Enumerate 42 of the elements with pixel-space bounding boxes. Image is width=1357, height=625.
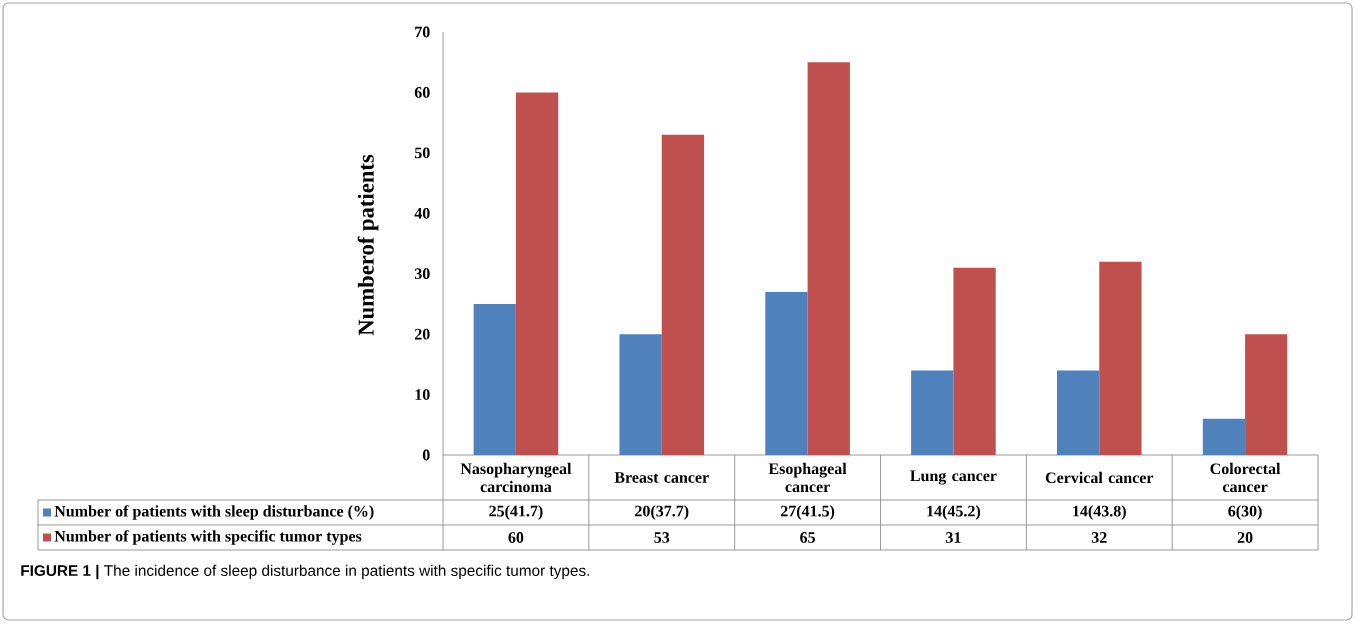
bar: [515, 92, 559, 455]
bar: [473, 303, 516, 455]
x-tick-label: Esophageal cancer: [768, 462, 847, 493]
legend-label: Number of patients with sleep disturbance (%): [54, 505, 374, 520]
bar: [1245, 334, 1288, 455]
bar: [1056, 370, 1100, 455]
data-label: 20: [1237, 532, 1253, 543]
data-label: 27(41.5): [780, 505, 835, 520]
bar: [765, 291, 808, 455]
y-tick-label: 20: [414, 328, 430, 340]
data-label: 6(30): [1228, 505, 1262, 520]
x-tick-label: Cervical cancer: [1045, 471, 1154, 484]
bar: [619, 334, 662, 455]
data-label: 31: [946, 532, 961, 543]
data-label: 20(37.7): [635, 505, 689, 520]
bar: [1099, 261, 1142, 455]
y-tick-label: 60: [414, 87, 430, 98]
y-tick-label: 50: [414, 147, 430, 159]
data-label: 60: [508, 532, 524, 543]
text: FIGURE 1 | The incidence of sleep disturbance in patients with specific tumor types.: [21, 564, 589, 580]
data-label: 53: [654, 532, 670, 543]
y-tick-label: 0: [422, 449, 430, 461]
y-tick-label: 30: [414, 268, 430, 280]
bar: [911, 370, 954, 455]
y-tick-label: 40: [414, 207, 430, 219]
y-tick-label: 10: [415, 389, 430, 400]
legend-label: Number of patients with specific tumor types: [54, 530, 362, 545]
bar: [807, 62, 850, 455]
x-tick-label: Lung cancer: [910, 470, 997, 485]
data-label: 14(43.8): [1073, 505, 1126, 520]
data-label: 32: [1091, 532, 1107, 543]
data-label: 14(45.2): [927, 505, 981, 520]
bar: [661, 134, 705, 455]
y-tick-label: 70: [415, 26, 430, 38]
x-tick-label: Colorectal cancer: [1210, 462, 1281, 493]
bar: [953, 267, 996, 455]
x-tick-label: Nasopharyngeal carcinoma: [460, 462, 572, 493]
y-axis-title: Numberof patients: [357, 154, 379, 336]
data-label: 25(41.7): [489, 505, 543, 520]
data-label: 65: [800, 532, 815, 543]
x-tick-label: Breast cancer: [614, 472, 709, 483]
bar: [1202, 418, 1246, 455]
